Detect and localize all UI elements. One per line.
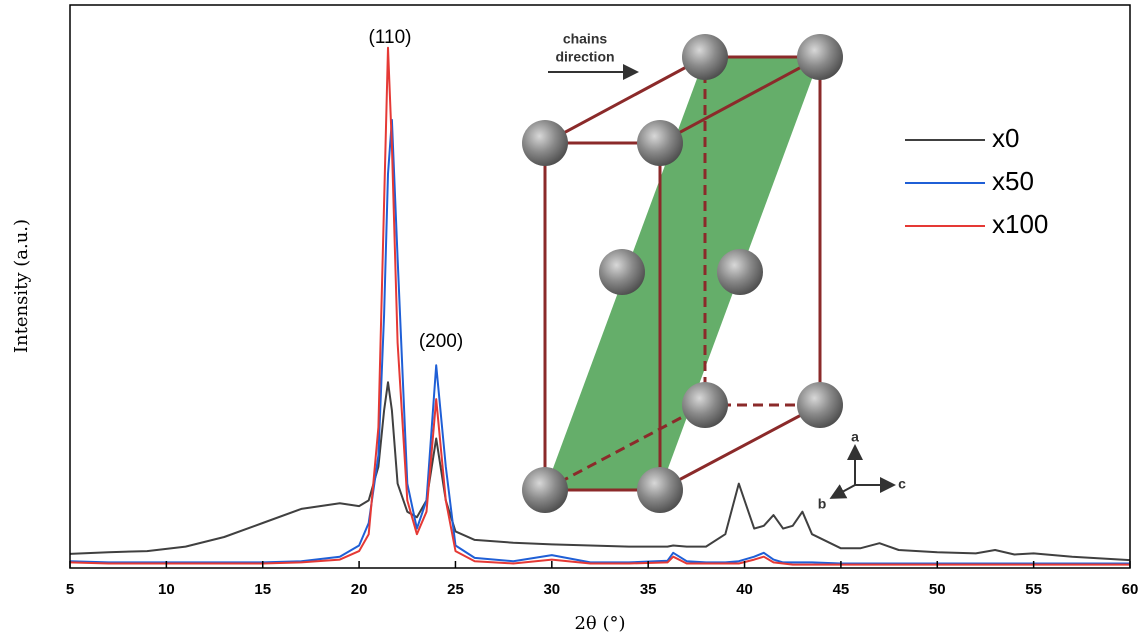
x-tick-label: 40 xyxy=(736,581,753,598)
x-tick-label: 10 xyxy=(158,581,175,598)
x-tick-label: 50 xyxy=(929,581,946,598)
axes-triad xyxy=(829,444,896,499)
legend-label: x0 xyxy=(992,123,1019,153)
x-tick-label: 25 xyxy=(447,581,464,598)
legend-label: x50 xyxy=(992,166,1034,196)
axis-c: c xyxy=(898,476,906,492)
x-tick-label: 35 xyxy=(640,581,657,598)
annotation: (110) xyxy=(369,27,412,48)
plane xyxy=(545,57,820,490)
x-tick-label: 30 xyxy=(543,581,560,598)
series-line xyxy=(69,118,1130,565)
inset-label: chains xyxy=(563,31,608,47)
legend-label: x100 xyxy=(992,209,1048,239)
cell-edges xyxy=(543,55,822,492)
x-tick-label: 5 xyxy=(66,581,74,598)
x-tick-label: 45 xyxy=(833,581,850,598)
x-tick-label: 60 xyxy=(1122,581,1139,598)
x-tick-label: 55 xyxy=(1025,581,1042,598)
crystal-inset: chains direction a b c xyxy=(522,31,906,513)
atoms xyxy=(522,34,843,513)
axis-b: b xyxy=(818,496,827,512)
y-axis-label: Intensity (a.u.) xyxy=(11,219,32,353)
x-tick-label: 20 xyxy=(351,581,368,598)
series-line xyxy=(69,381,1131,562)
x-axis-label: 2θ (°) xyxy=(574,613,625,634)
plot-lines xyxy=(69,46,1131,566)
annotation: (200) xyxy=(419,331,463,352)
series-line xyxy=(69,46,1130,566)
plot-frame xyxy=(69,4,1131,569)
inset-label: direction xyxy=(555,49,614,65)
x-tick-label: 15 xyxy=(254,581,271,598)
axis-a: a xyxy=(851,429,859,445)
